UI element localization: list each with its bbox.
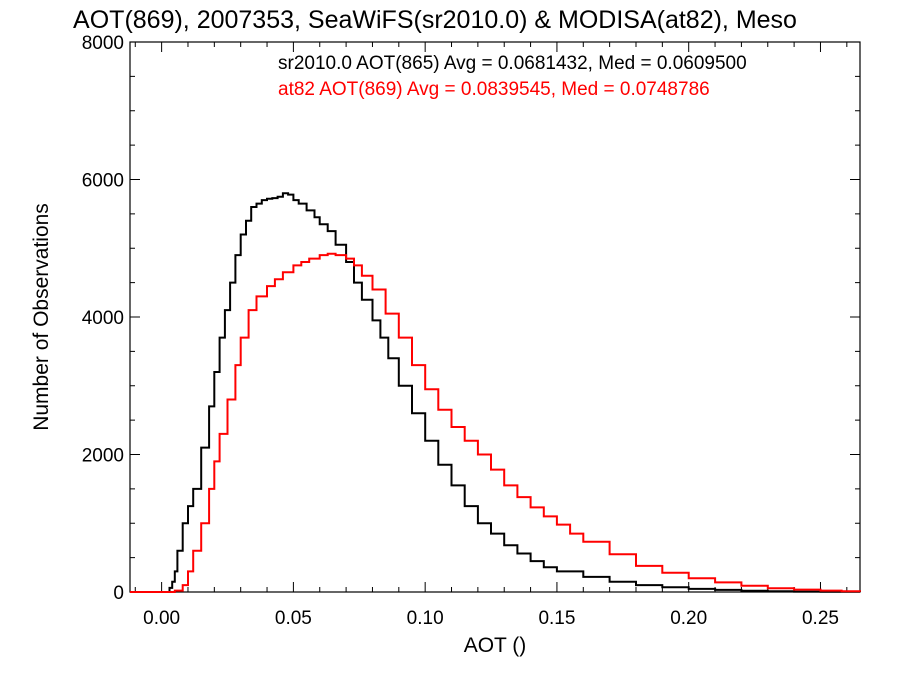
series-line-sr2010-0: [130, 192, 861, 593]
series-lines: [130, 192, 861, 593]
plot-frame: [129, 41, 861, 593]
x-axis-label: AOT (): [464, 634, 527, 657]
x-tick-label: 0.20: [670, 608, 707, 629]
chart-title: AOT(869), 2007353, SeaWiFS(sr2010.0) & M…: [73, 6, 797, 34]
annotation-at82: at82 AOT(869) Avg = 0.0839545, Med = 0.0…: [278, 79, 710, 100]
plot-area: [129, 41, 861, 593]
annotation-sr2010: sr2010.0 AOT(865) Avg = 0.0681432, Med =…: [278, 53, 747, 74]
y-tick-label: 0: [113, 583, 124, 604]
x-tick-label: 0.05: [275, 608, 312, 629]
y-tick-label: 2000: [82, 446, 124, 467]
axis-ticks: 0.00 0.05 0.10 0.15 0.20 0.25 0 2000 4000 6000 800…: [82, 33, 860, 629]
x-tick-label: 0.15: [538, 608, 575, 629]
y-tick-label: 8000: [82, 33, 124, 54]
y-tick-label: 4000: [82, 308, 124, 329]
x-tick-label: 0.10: [407, 608, 444, 629]
x-tick-label: 0.25: [802, 608, 839, 629]
y-tick-label: 6000: [82, 171, 124, 192]
x-tick-label: 0.00: [143, 608, 180, 629]
y-axis-label: Number of Observations: [30, 203, 53, 431]
series-line-at82: [130, 252, 861, 593]
